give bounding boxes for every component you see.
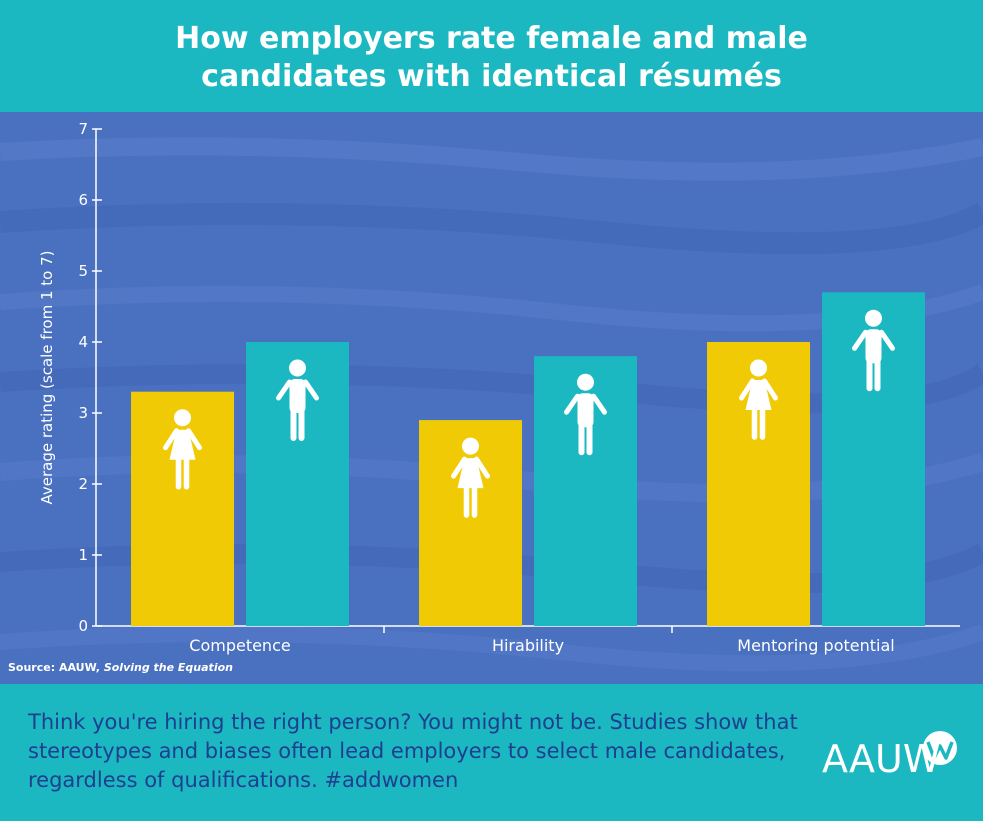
y-tick-label: 4 (78, 333, 88, 351)
chart-panel: 0 1 2 3 4 5 6 7 Average rating (scale from 1 to … (0, 112, 983, 684)
y-axis-label: Average rating (scale from 1 to 7) (38, 250, 56, 504)
y-tick-label: 0 (78, 617, 88, 635)
header-banner: How employers rate female and male candi… (0, 0, 983, 112)
y-tick-label: 1 (78, 546, 88, 564)
source-title: Solving the Equation (103, 661, 233, 674)
aauw-logo: AAUW (822, 731, 957, 781)
source-prefix: Source: AAUW, (8, 661, 104, 674)
footer-banner: Think you're hiring the right person? Yo… (0, 684, 983, 821)
female-figure-icon (163, 409, 202, 490)
y-tick-label: 2 (78, 475, 88, 493)
y-tick-label: 5 (78, 262, 88, 280)
x-category-label: Mentoring potential (737, 636, 894, 655)
y-tick-label: 3 (78, 404, 88, 422)
male-figure-icon (276, 359, 319, 441)
chart-title-line-1: How employers rate female and male (175, 21, 808, 56)
female-figure-icon (739, 359, 778, 440)
female-figure-icon (451, 437, 490, 518)
logo-text: AAUW (822, 737, 940, 781)
x-category-label: Competence (189, 636, 290, 655)
chart-title-line-2: candidates with identical résumés (201, 59, 782, 94)
y-tick-label: 7 (78, 120, 88, 138)
source-note: Source: AAUW, Solving the Equation (8, 661, 233, 674)
bar-chart: 0 1 2 3 4 5 6 7 Average rating (scale from 1 to … (0, 112, 983, 684)
bar-female (131, 391, 234, 626)
chart-title: How employers rate female and male candi… (0, 20, 983, 96)
male-figure-icon (564, 373, 607, 456)
y-tick-label: 6 (78, 191, 88, 209)
x-category-label: Hirability (492, 636, 564, 655)
footer-message: Think you're hiring the right person? Yo… (28, 710, 798, 792)
male-figure-icon (852, 309, 895, 392)
